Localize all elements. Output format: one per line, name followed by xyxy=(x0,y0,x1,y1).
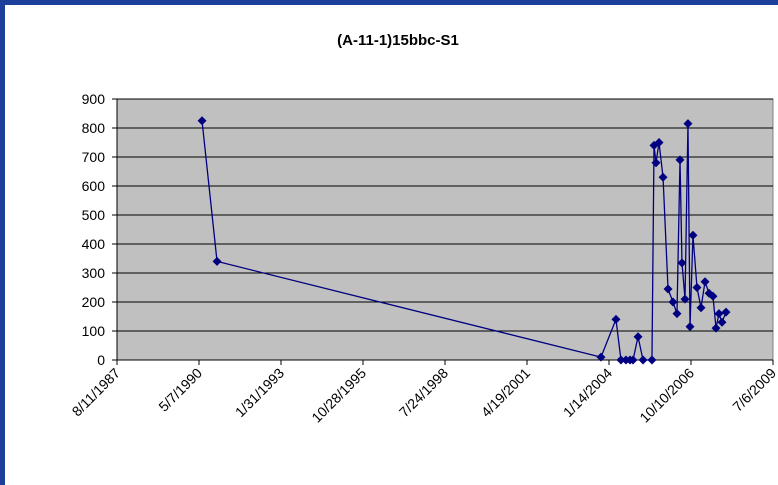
page: {"chart_data": {"type": "line", "title":… xyxy=(0,0,778,485)
chart: (A-11-1)15bbc-S1 0 100 200 300 400 500 600 700 8… xyxy=(0,0,778,485)
y-tick-label: 800 xyxy=(82,120,106,136)
chart-title: (A-11-1)15bbc-S1 xyxy=(337,32,459,49)
y-tick-label: 100 xyxy=(82,323,106,339)
x-tick-label: 5/7/1990 xyxy=(155,365,205,415)
plot-area xyxy=(117,99,773,360)
y-tick-label: 200 xyxy=(82,294,106,310)
y-tick-label: 300 xyxy=(82,265,106,281)
y-tick-label: 500 xyxy=(82,207,106,223)
x-tick-label: 8/11/1987 xyxy=(68,365,123,420)
y-tick-label: 700 xyxy=(82,149,106,165)
x-tick-label: 1/14/2004 xyxy=(560,365,616,421)
y-tick-label: 600 xyxy=(82,178,106,194)
x-tick-label: 7/24/1998 xyxy=(396,365,452,421)
x-tick-label: 10/10/2006 xyxy=(636,365,697,426)
x-tick-label: 7/6/2009 xyxy=(729,365,778,415)
y-tick-label: 900 xyxy=(82,91,106,107)
x-tick-label: 4/19/2001 xyxy=(478,365,534,421)
x-tick-label: 1/31/1993 xyxy=(232,365,288,421)
y-tick-label: 400 xyxy=(82,236,106,252)
x-tick-label: 10/28/1995 xyxy=(308,365,369,426)
y-tick-label: 0 xyxy=(97,352,105,368)
